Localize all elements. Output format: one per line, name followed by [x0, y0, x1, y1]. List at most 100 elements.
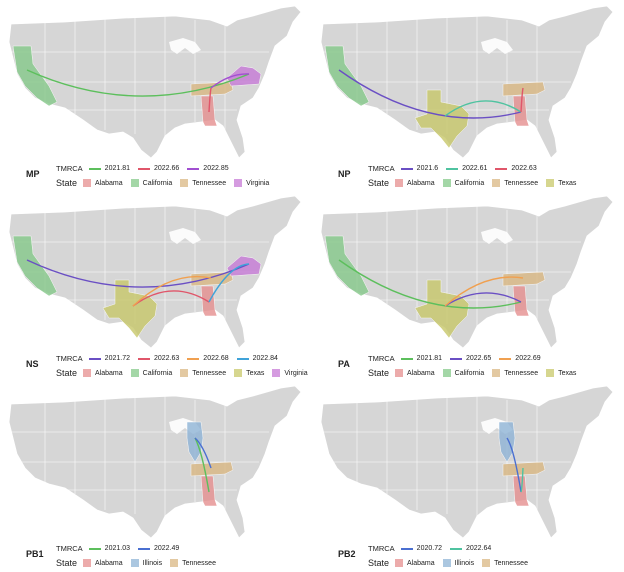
state-tennessee	[502, 461, 546, 477]
tmrca-legend-item: 2022.68	[187, 355, 229, 362]
state-name: Tennessee	[504, 179, 539, 187]
legend-line-swatch	[495, 167, 508, 170]
tmrca-value: 2022.63	[511, 165, 537, 172]
state-legend-item: Texas	[234, 369, 264, 377]
state-tennessee	[502, 81, 546, 97]
state-legend: State Alabama California Tennessee Virginia	[56, 178, 277, 188]
transmission-arc-california-alabama	[338, 69, 522, 119]
state-name: Alabama	[95, 179, 123, 187]
tmrca-value: 2022.69	[515, 355, 541, 362]
tmrca-value: 2022.66	[153, 165, 180, 172]
state-legend-item: California	[442, 369, 485, 377]
legend-line-swatch	[400, 547, 413, 550]
tmrca-value: 2022.85	[203, 165, 229, 172]
panel-label: PB1	[26, 549, 44, 559]
tmrca-legend-item: 2022.85	[187, 165, 229, 172]
state-legend-item: Alabama	[395, 369, 435, 377]
tmrca-legend-item: 2020.72	[400, 545, 442, 552]
legend-fill-swatch	[546, 179, 555, 187]
tmrca-value: 2022.61	[462, 165, 488, 172]
tmrca-legend: TMRCA 2021.72 2022.63 2022.68 2022.84	[56, 354, 286, 363]
legend-line-swatch	[236, 357, 249, 360]
state-legend-item: California	[442, 179, 484, 187]
legend-line-swatch	[88, 357, 101, 360]
state-legend-item: Tennessee	[492, 369, 538, 377]
state-texas	[414, 279, 470, 339]
panel-ns: NS TMRCA 2021.72 2022.63 2022.68 2022.84 State…	[0, 192, 312, 382]
us-map	[8, 5, 302, 159]
legend-fill-swatch	[442, 369, 451, 377]
panel-mp: MP TMRCA 2021.81 2022.66 2022.85 State Alabama…	[0, 2, 312, 192]
legend-line-swatch	[499, 357, 512, 360]
panel-label: NS	[26, 359, 39, 369]
state-texas	[102, 279, 158, 339]
tmrca-value: 2021.03	[104, 545, 130, 552]
legend-line-swatch	[187, 357, 200, 360]
tmrca-legend-title: TMRCA	[368, 354, 395, 363]
legend-fill-swatch	[234, 179, 243, 187]
legend-fill-swatch	[170, 559, 179, 567]
panel-label: PB2	[338, 549, 356, 559]
tmrca-legend-title: TMRCA	[368, 544, 395, 553]
great-lakes	[481, 38, 513, 54]
legend-line-swatch	[88, 167, 101, 170]
tmrca-legend-item: 2022.63	[495, 165, 537, 172]
state-borders	[11, 16, 269, 136]
legend-fill-swatch	[83, 179, 92, 187]
legend-fill-swatch	[130, 559, 139, 567]
state-legend-item: Texas	[546, 179, 576, 187]
state-name: California	[454, 369, 485, 377]
panel-label: MP	[26, 169, 40, 179]
state-name: Tennessee	[192, 369, 227, 377]
transmission-arc-alabama-tennessee	[208, 87, 212, 113]
transmission-arc-tennessee-alabama	[520, 87, 524, 113]
state-name: Texas	[558, 179, 577, 187]
state-name: Texas	[558, 369, 577, 377]
state-legend-item: Alabama	[83, 369, 123, 377]
tmrca-legend-item: 2022.66	[137, 165, 180, 172]
state-name: California	[142, 179, 173, 187]
legend-fill-swatch	[180, 179, 189, 187]
state-name: Texas	[246, 369, 265, 377]
tmrca-legend-item: 2021.72	[88, 355, 130, 362]
state-name: Illinois	[142, 559, 163, 567]
tmrca-legend: TMRCA 2021.03 2022.49	[56, 544, 187, 553]
legend-fill-swatch	[492, 179, 501, 187]
transmission-arc-texas-tennessee	[444, 276, 524, 307]
state-legend-item: Virginia	[272, 369, 308, 377]
tmrca-value: 2021.81	[104, 165, 130, 172]
state-name: Tennessee	[504, 369, 539, 377]
legend-fill-swatch	[83, 369, 92, 377]
tmrca-value: 2021.6	[416, 165, 439, 172]
great-lakes	[169, 228, 201, 244]
state-tennessee	[190, 271, 234, 287]
state-legend-item: California	[130, 179, 173, 187]
state-name: Virginia	[246, 179, 270, 187]
tmrca-value: 2022.49	[153, 545, 180, 552]
state-name: Illinois	[454, 559, 475, 567]
tmrca-legend: TMRCA 2021.6 2022.61 2022.63	[368, 164, 545, 173]
state-legend-title: State	[56, 558, 78, 568]
panel-pb2: PB2 TMRCA 2020.72 2022.64 State Alabama Illino…	[312, 382, 624, 572]
tmrca-legend-title: TMRCA	[56, 164, 83, 173]
panel-np: NP TMRCA 2021.6 2022.61 2022.63 State Alabama C…	[312, 2, 624, 192]
great-lakes	[481, 228, 513, 244]
state-tennessee	[502, 271, 546, 287]
state-legend-item: Tennessee	[180, 179, 226, 187]
state-legend-item: Tennessee	[482, 559, 528, 567]
legend-line-swatch	[400, 357, 413, 360]
tmrca-legend: TMRCA 2021.81 2022.66 2022.85	[56, 164, 237, 173]
tmrca-legend-title: TMRCA	[56, 544, 83, 553]
legend-fill-swatch	[83, 559, 92, 567]
state-legend-title: State	[368, 178, 390, 188]
tmrca-value: 2022.68	[203, 355, 229, 362]
legend-line-swatch	[449, 357, 462, 360]
legend-fill-swatch	[482, 559, 491, 567]
tmrca-value: 2021.72	[104, 355, 130, 362]
tmrca-legend-item: 2021.6	[400, 165, 439, 172]
legend-line-swatch	[187, 167, 200, 170]
tmrca-legend-item: 2021.03	[88, 545, 130, 552]
transmission-arc-tennessee-illinois	[194, 437, 212, 469]
panel-label: NP	[338, 169, 351, 179]
state-legend-item: Illinois	[130, 559, 163, 567]
